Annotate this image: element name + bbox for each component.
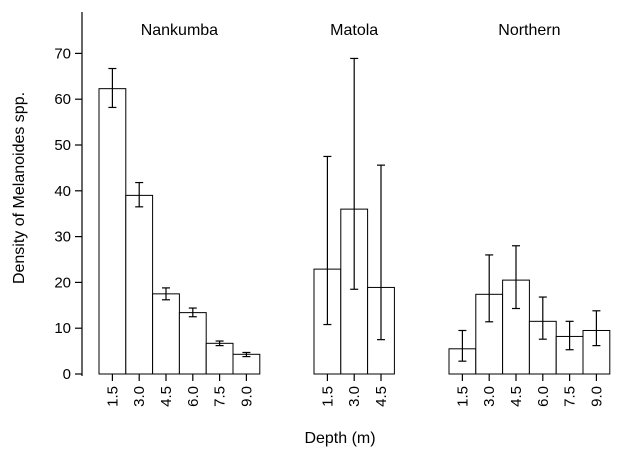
x-tick-label: 7.5	[212, 386, 229, 407]
x-tick-label: 3.0	[131, 386, 148, 407]
group-label-northern: Northern	[498, 22, 560, 39]
y-axis-title: Density of Melanoides spp.	[11, 92, 28, 284]
x-tick-label: 3.0	[481, 386, 498, 407]
group-label-nankumba: Nankumba	[141, 22, 218, 39]
x-tick-label: 6.0	[535, 386, 552, 407]
y-tick-label: 50	[54, 137, 71, 154]
x-tick-label: 4.5	[508, 386, 525, 407]
bar-nankumba-1.5	[98, 88, 127, 375]
y-tick-label: 40	[54, 183, 71, 200]
x-tick-label: 3.0	[346, 386, 363, 407]
x-tick-label: 6.0	[185, 386, 202, 407]
x-tick-label: 4.5	[158, 386, 175, 407]
y-tick-label: 10	[54, 320, 71, 337]
y-tick-label: 20	[54, 274, 71, 291]
x-tick-label: 9.0	[588, 386, 605, 407]
y-tick-label: 30	[54, 229, 71, 246]
bar-nankumba-9.0	[232, 353, 261, 375]
x-tick-label: 1.5	[319, 386, 336, 407]
bar-nankumba-4.5	[152, 293, 180, 375]
group-label-matola: Matola	[330, 22, 378, 39]
x-tick-label: 9.0	[238, 386, 255, 407]
y-tick-label: 0	[63, 366, 71, 383]
bar-nankumba-3.0	[125, 194, 154, 375]
x-tick-label: 1.5	[104, 386, 121, 407]
x-tick-label: 4.5	[373, 386, 390, 407]
x-tick-label: 1.5	[454, 386, 471, 407]
y-tick-label: 70	[54, 45, 71, 62]
bar-nankumba-7.5	[205, 342, 234, 375]
y-tick-label: 60	[54, 91, 71, 108]
x-tick-label: 7.5	[562, 386, 579, 407]
x-axis-title: Depth (m)	[304, 430, 375, 447]
bar-nankumba-6.0	[178, 312, 207, 375]
bars	[98, 57, 611, 375]
x-tick-labels: 1.5 3.0 4.5 6.0 7.5 9.0 1.5 3.0 4.5 1.5 3.0 4.5 6.0 7…	[104, 374, 605, 407]
group-labels: Nankumba Matola Northern	[141, 22, 561, 39]
y-axis: 0 10 20 30 40 50 60 70	[54, 12, 83, 383]
